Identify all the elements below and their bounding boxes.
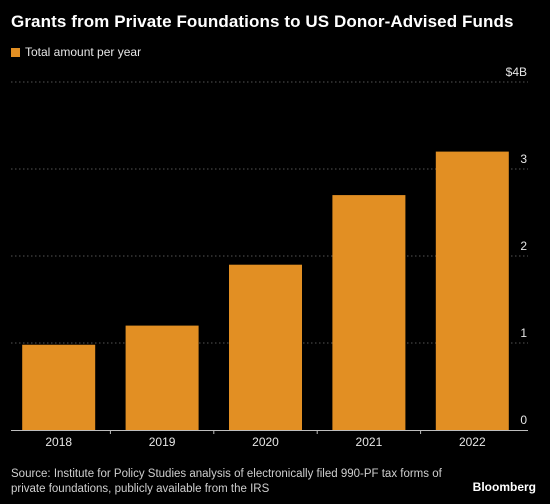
y-tick-label: 2 [520,239,527,253]
bar [332,195,406,430]
legend-swatch [11,47,20,57]
bloomberg-logo: Bloomberg [472,480,536,494]
source-note: Source: Institute for Policy Studies ana… [11,468,442,495]
bar [125,325,199,430]
bar-chart: 0 1 2 3 $4B 2018 2019 2020 2021 2022 [11,65,528,449]
y-tick-label: 0 [520,413,527,427]
y-tick-label: 1 [520,326,527,340]
legend-label: Total amount per year [25,45,142,59]
x-tick-label: 2018 [45,435,72,449]
bar [229,264,302,430]
x-tick-label: 2021 [356,435,383,449]
legend: Total amount per year [11,45,141,59]
chart-title: Grants from Private Foundations to US Do… [11,12,514,31]
y-tick-label: 3 [520,152,527,166]
bar [22,344,96,430]
y-tick-label: $4B [506,65,527,79]
x-tick-label: 2020 [252,435,279,449]
x-tick-label: 2019 [149,435,176,449]
bar [435,151,509,430]
x-tick-label: 2022 [459,435,486,449]
